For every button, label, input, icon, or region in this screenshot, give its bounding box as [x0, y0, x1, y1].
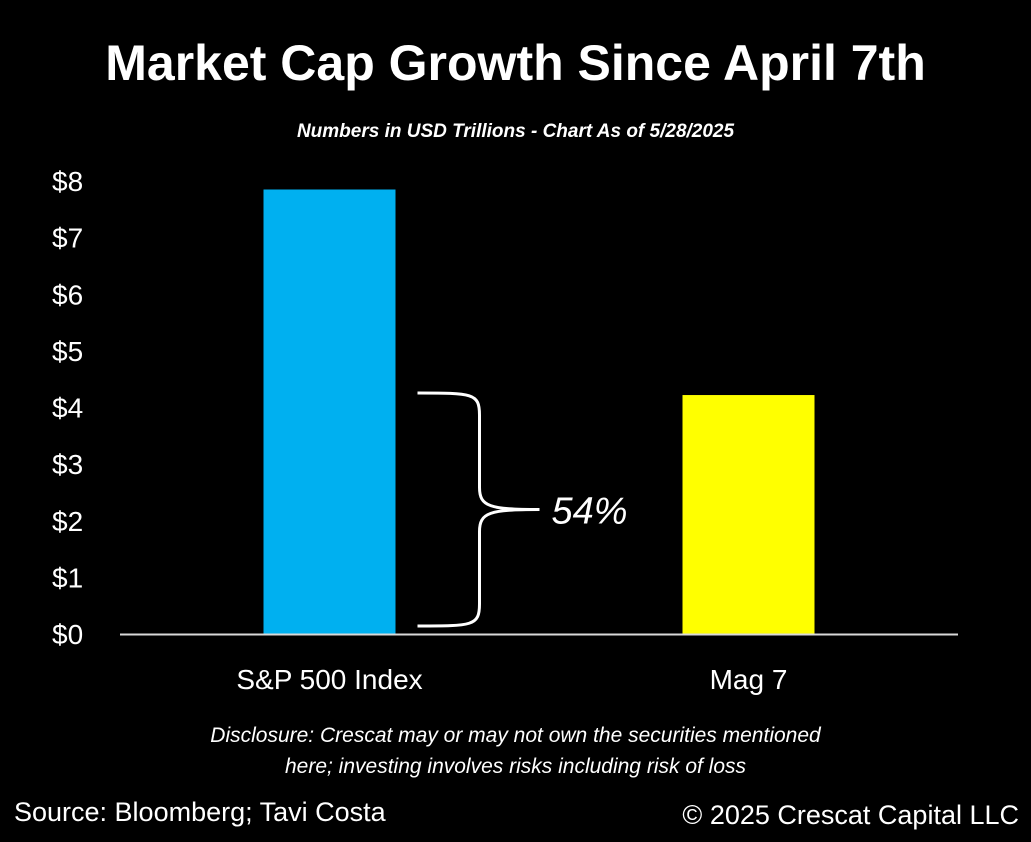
x-axis-labels: S&P 500 Index Mag 7 — [236, 664, 787, 695]
y-tick-label: $5 — [52, 336, 83, 367]
y-axis-ticks: $0 $1 $2 $3 $4 $5 $6 $7 $8 — [52, 166, 83, 650]
chart-title: Market Cap Growth Since April 7th — [105, 35, 926, 91]
disclosure-line-1: Disclosure: Crescat may or may not own t… — [210, 724, 821, 747]
y-tick-label: $1 — [52, 562, 83, 593]
y-tick-label: $3 — [52, 449, 83, 480]
bars — [263, 189, 815, 634]
x-tick-label: S&P 500 Index — [236, 664, 422, 695]
difference-brace — [417, 391, 540, 628]
bar — [263, 189, 396, 634]
y-tick-label: $4 — [52, 393, 83, 424]
disclosure: Disclosure: Crescat may or may not own t… — [0, 720, 1031, 782]
chart-subtitle: Numbers in USD Trillions - Chart As of 5… — [296, 121, 735, 142]
y-tick-label: $7 — [52, 223, 83, 254]
y-tick-label: $2 — [52, 506, 83, 537]
disclosure-line-2: here; investing involves risks including… — [284, 755, 747, 778]
difference-label: 54% — [552, 491, 628, 533]
source-note: Source: Bloomberg; Tavi Costa — [14, 797, 386, 827]
bar — [682, 395, 815, 634]
y-tick-label: $6 — [52, 279, 83, 310]
copyright-note: © 2025 Crescat Capital LLC — [682, 800, 1019, 830]
y-tick-label: $0 — [52, 619, 83, 650]
y-tick-label: $8 — [52, 166, 83, 197]
x-tick-label: Mag 7 — [710, 664, 788, 695]
